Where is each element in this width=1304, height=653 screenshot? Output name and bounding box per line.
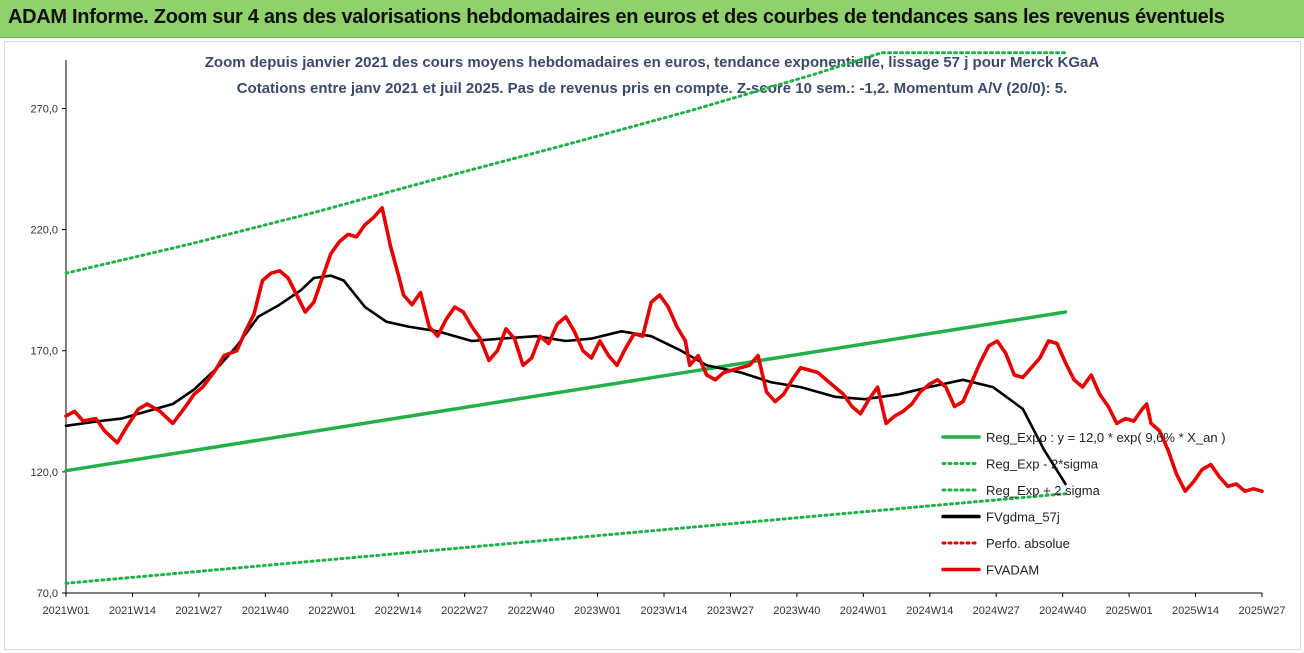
series-line-5 bbox=[64, 206, 1264, 494]
report-banner-title: ADAM Informe. Zoom sur 4 ans des valoris… bbox=[8, 6, 1225, 28]
x-tick-label: 2021W14 bbox=[109, 605, 156, 617]
x-tick-label: 2024W40 bbox=[1039, 605, 1086, 617]
legend-label: FVADAM bbox=[986, 563, 1039, 578]
x-tick-label: 2024W01 bbox=[840, 605, 887, 617]
x-tick-label: 2022W40 bbox=[508, 605, 555, 617]
x-tick-label: 2025W01 bbox=[1106, 605, 1153, 617]
x-tick-label: 2021W40 bbox=[242, 605, 289, 617]
x-tick-label: 2023W01 bbox=[574, 605, 621, 617]
y-tick-label: 220,0 bbox=[30, 225, 58, 237]
x-tick-label: 2023W27 bbox=[707, 605, 754, 617]
x-tick-label: 2022W27 bbox=[441, 605, 488, 617]
x-tick-label: 2024W14 bbox=[906, 605, 953, 617]
chart-title-line-2: Cotations entre janv 2021 et juil 2025. … bbox=[237, 80, 1068, 97]
chart-legend: Reg_Expo : y = 12,0 * exp( 9,6% * X_an )… bbox=[941, 430, 1226, 578]
x-tick-label: 2024W27 bbox=[973, 605, 1020, 617]
legend-label: FVgdma_57j bbox=[986, 510, 1060, 525]
x-tick-label: 2022W01 bbox=[308, 605, 355, 617]
series-line-2 bbox=[64, 51, 1067, 275]
chart-axes: 70,0 120,0 170,0 220,0 270,0 2021W01 2021W14 20… bbox=[30, 60, 1286, 617]
y-tick-label: 70,0 bbox=[37, 588, 58, 600]
x-tick-label: 2022W14 bbox=[375, 605, 422, 617]
series-line-3 bbox=[64, 274, 1067, 486]
y-tick-label: 120,0 bbox=[30, 467, 58, 479]
x-tick-label: 2025W27 bbox=[1238, 605, 1285, 617]
x-tick-label: 2023W14 bbox=[640, 605, 687, 617]
y-tick-label: 270,0 bbox=[30, 103, 58, 115]
chart-title-line-1: Zoom depuis janvier 2021 des cours moyen… bbox=[205, 54, 1100, 71]
legend-label: Perfo. absolue bbox=[986, 536, 1070, 551]
legend-label: Reg_Exp - 2*sigma bbox=[986, 457, 1099, 472]
legend-label: Reg_Expo : y = 12,0 * exp( 9,6% * X_an ) bbox=[986, 430, 1226, 445]
chart-series-layer bbox=[64, 51, 1264, 585]
report-banner: ADAM Informe. Zoom sur 4 ans des valoris… bbox=[0, 0, 1304, 38]
x-tick-label: 2023W40 bbox=[773, 605, 820, 617]
x-tick-label: 2021W27 bbox=[175, 605, 222, 617]
x-tick-label: 2025W14 bbox=[1172, 605, 1219, 617]
series-line-0 bbox=[64, 310, 1068, 473]
chart-frame bbox=[4, 41, 1301, 650]
legend-label: Reg_Exp + 2 sigma bbox=[986, 483, 1101, 498]
x-tick-label: 2021W01 bbox=[42, 605, 89, 617]
series-line-1 bbox=[64, 492, 1067, 585]
y-tick-label: 170,0 bbox=[30, 346, 58, 358]
